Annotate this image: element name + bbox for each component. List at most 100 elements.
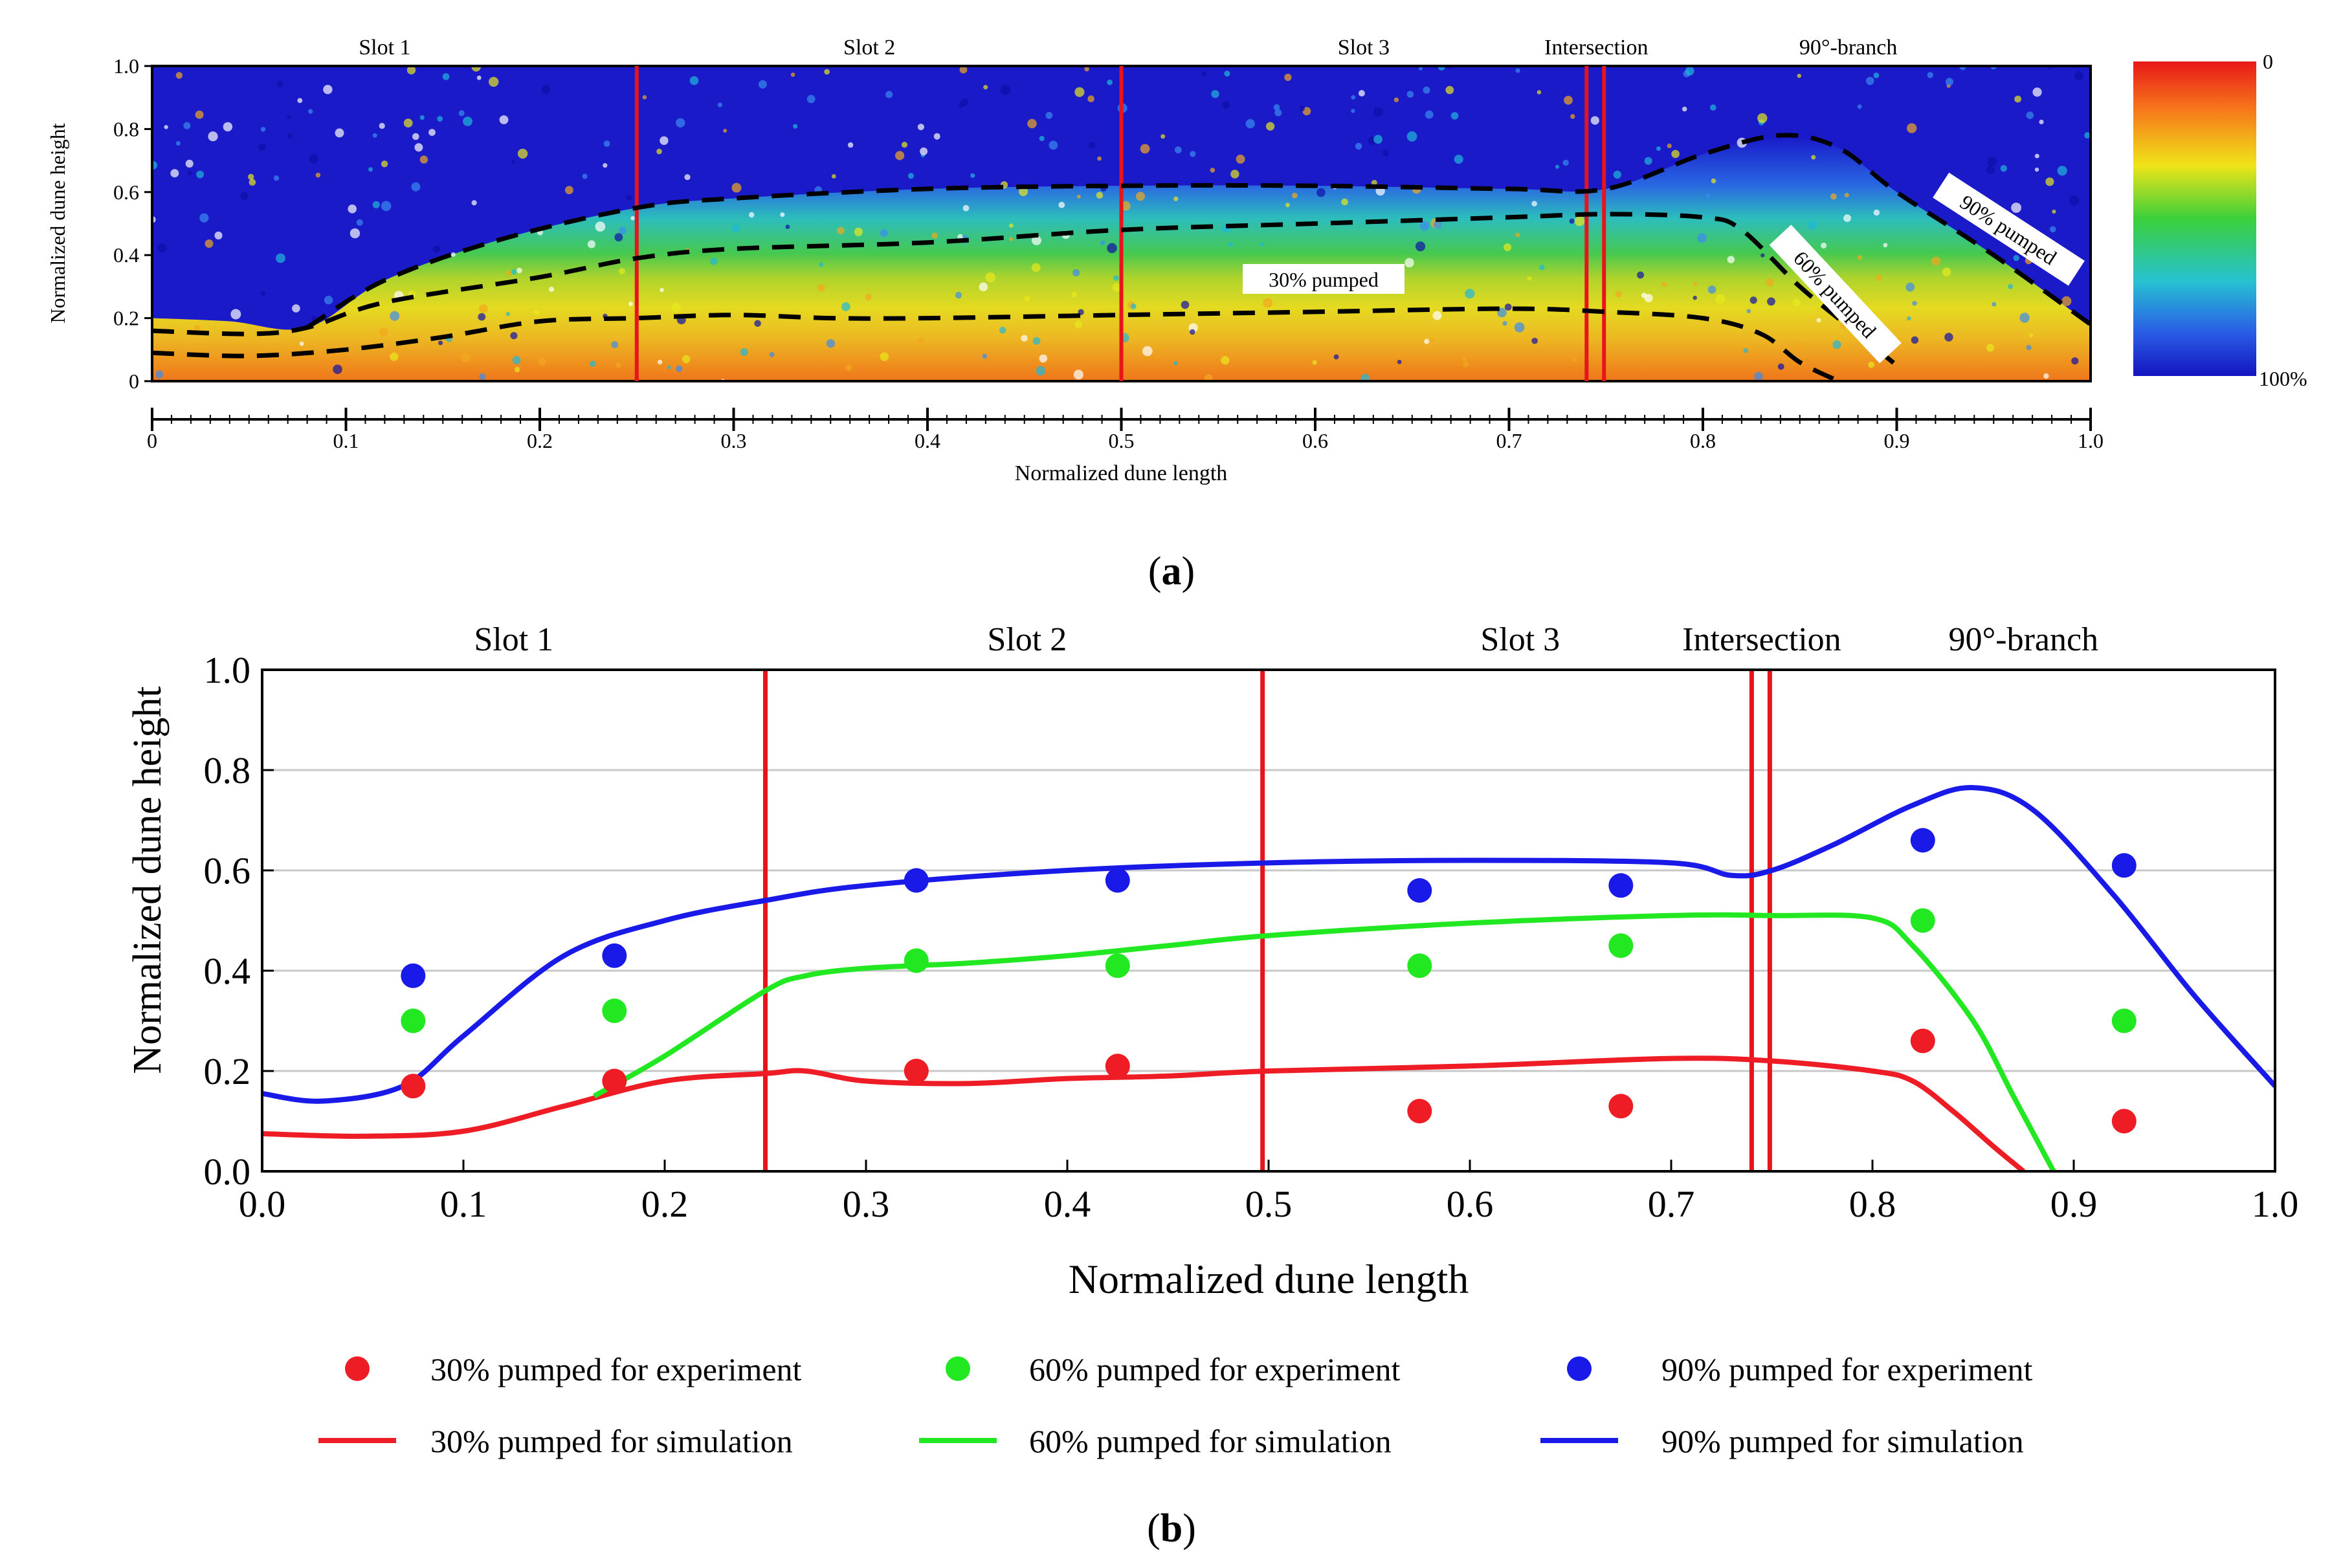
heatmap-speckle (276, 253, 285, 263)
heatmap-speckle (826, 339, 836, 348)
heatmap-speckle (2019, 313, 2030, 323)
heatmap-speckle (1537, 90, 1542, 94)
heatmap-speckle (1986, 344, 1994, 352)
panel-b-x-axis-label: Normalized dune length (1069, 1256, 1469, 1302)
heatmap-speckle (1211, 90, 1219, 98)
panel-b-x-ticks: 0.0 0.1 0.2 0.3 0.4 0.5 0.6 0.7 0.8 0.9 1.0 (239, 1160, 2298, 1225)
panel-a-x-tick-label: 0.2 (527, 429, 553, 452)
heatmap-speckle (1073, 370, 1083, 380)
heatmap-speckle (628, 302, 633, 306)
heatmap-speckle (414, 143, 423, 152)
heatmap-speckle (1201, 71, 1206, 76)
heatmap-speckle (1394, 97, 1399, 102)
panel-b-x-tick-label: 0.1 (440, 1183, 487, 1225)
heatmap-speckle (1515, 232, 1520, 237)
panel-a-y-tick-label: 0.4 (113, 243, 139, 267)
heatmap-speckle (717, 102, 722, 107)
panel-b-y-tick-label: 0.6 (204, 850, 251, 892)
heatmap-speckle (1074, 320, 1083, 329)
heatmap-speckle (1777, 363, 1784, 370)
heatmap-speckle (463, 116, 472, 126)
heatmap-speckle (432, 245, 440, 253)
heatmap-speckle (723, 129, 727, 133)
heatmap-speckle (286, 115, 291, 120)
heatmap-speckle (372, 133, 377, 138)
heatmap-speckle (403, 118, 413, 128)
heatmap-speckle (1942, 267, 1951, 277)
heatmap-speckle (379, 122, 385, 129)
heatmap-speckle (372, 201, 380, 208)
panel-a-y-tick-label: 0.6 (113, 181, 139, 204)
heatmap-speckle (780, 212, 785, 217)
heatmap-speckle (979, 282, 988, 292)
heatmap-speckle (195, 110, 204, 119)
heatmap-speckle (824, 69, 830, 75)
legend-label: 90% pumped for simulation (1661, 1423, 2024, 1459)
panel-a-contours (151, 133, 2093, 384)
heatmap-speckle (1230, 170, 1239, 179)
heatmap-speckle (1875, 274, 1882, 282)
experiment-point (904, 868, 929, 893)
heatmap-speckle (368, 167, 373, 172)
heatmap-speckle (1140, 144, 1150, 154)
heatmap-speckle (214, 231, 223, 239)
heatmap-speckle (1174, 146, 1182, 154)
panel-a-x-tick-label: 0.5 (1109, 429, 1135, 452)
contour-label-box (1769, 225, 1902, 364)
heatmap-speckle (175, 140, 181, 146)
heatmap-speckle (419, 115, 425, 120)
heatmap-speckle (667, 365, 671, 370)
heatmap-speckle (1749, 296, 1757, 304)
heatmap-speckle (1760, 253, 1765, 258)
panel-b-region-label: Intersection (1682, 621, 1841, 658)
heatmap-speckle (603, 140, 610, 147)
heatmap-speckle (1667, 143, 1672, 148)
heatmap-speckle (505, 271, 511, 276)
heatmap-speckle (1273, 104, 1280, 111)
heatmap-speckle (1792, 298, 1801, 307)
heatmap-speckle (287, 133, 293, 138)
heatmap-speckle (1397, 360, 1402, 364)
heatmap-speckle (205, 239, 214, 248)
panel-b-x-tick-label: 0.4 (1044, 1183, 1091, 1225)
heatmap-speckle (187, 170, 193, 176)
heatmap-speckle (185, 159, 194, 168)
heatmap-speckle (1797, 74, 1801, 78)
heatmap-speckle (671, 303, 681, 313)
heatmap-speckle (955, 292, 962, 299)
heatmap-speckle (379, 327, 388, 337)
heatmap-speckle (1136, 192, 1145, 201)
heatmap-speckle (2034, 167, 2039, 172)
heatmap-speckle (1757, 113, 1768, 124)
heatmap-speckle (916, 337, 926, 346)
heatmap-speckle (1707, 285, 1716, 294)
heatmap-speckle (1130, 304, 1137, 309)
heatmap-speckle (511, 160, 516, 164)
heatmap-speckle (895, 151, 905, 160)
heatmap-speckle (478, 313, 486, 321)
contour-label-text: 30% pumped (1269, 268, 1379, 291)
heatmap-speckle (1527, 276, 1532, 281)
panel-a-x-axis: 0 0.1 0.2 0.3 0.4 0.5 0.6 0.7 0.8 0.9 1.0 (147, 408, 2104, 452)
heatmap-speckle (450, 252, 456, 257)
heatmap-speckle (2026, 345, 2032, 351)
heatmap-speckle (1316, 188, 1326, 197)
heatmap-speckle (1432, 311, 1442, 320)
heatmap-speckle (1351, 95, 1356, 100)
panel-b-legend: 30% pumped for experiment 60% pumped for … (318, 1351, 2033, 1459)
heatmap-speckle (1160, 134, 1166, 139)
heatmap-speckle (273, 175, 280, 181)
experiment-point (1910, 828, 1935, 853)
heatmap-speckle (931, 232, 938, 239)
heatmap-speckle (1531, 337, 1538, 344)
heatmap-speckle (982, 353, 988, 359)
heatmap-speckle (164, 125, 168, 129)
heatmap-speckle (516, 267, 522, 274)
contour-label-box (1933, 172, 2085, 286)
experiment-point (1105, 953, 1130, 978)
heatmap-speckle (1615, 291, 1622, 298)
panel-b-region-labels: Slot 1 Slot 2 Slot 3 Intersection 90°-branch (474, 621, 2098, 658)
panel-b-x-tick-label: 0.5 (1245, 1183, 1293, 1225)
heatmap-speckle (1767, 297, 1775, 306)
heatmap-speckle (614, 233, 623, 242)
